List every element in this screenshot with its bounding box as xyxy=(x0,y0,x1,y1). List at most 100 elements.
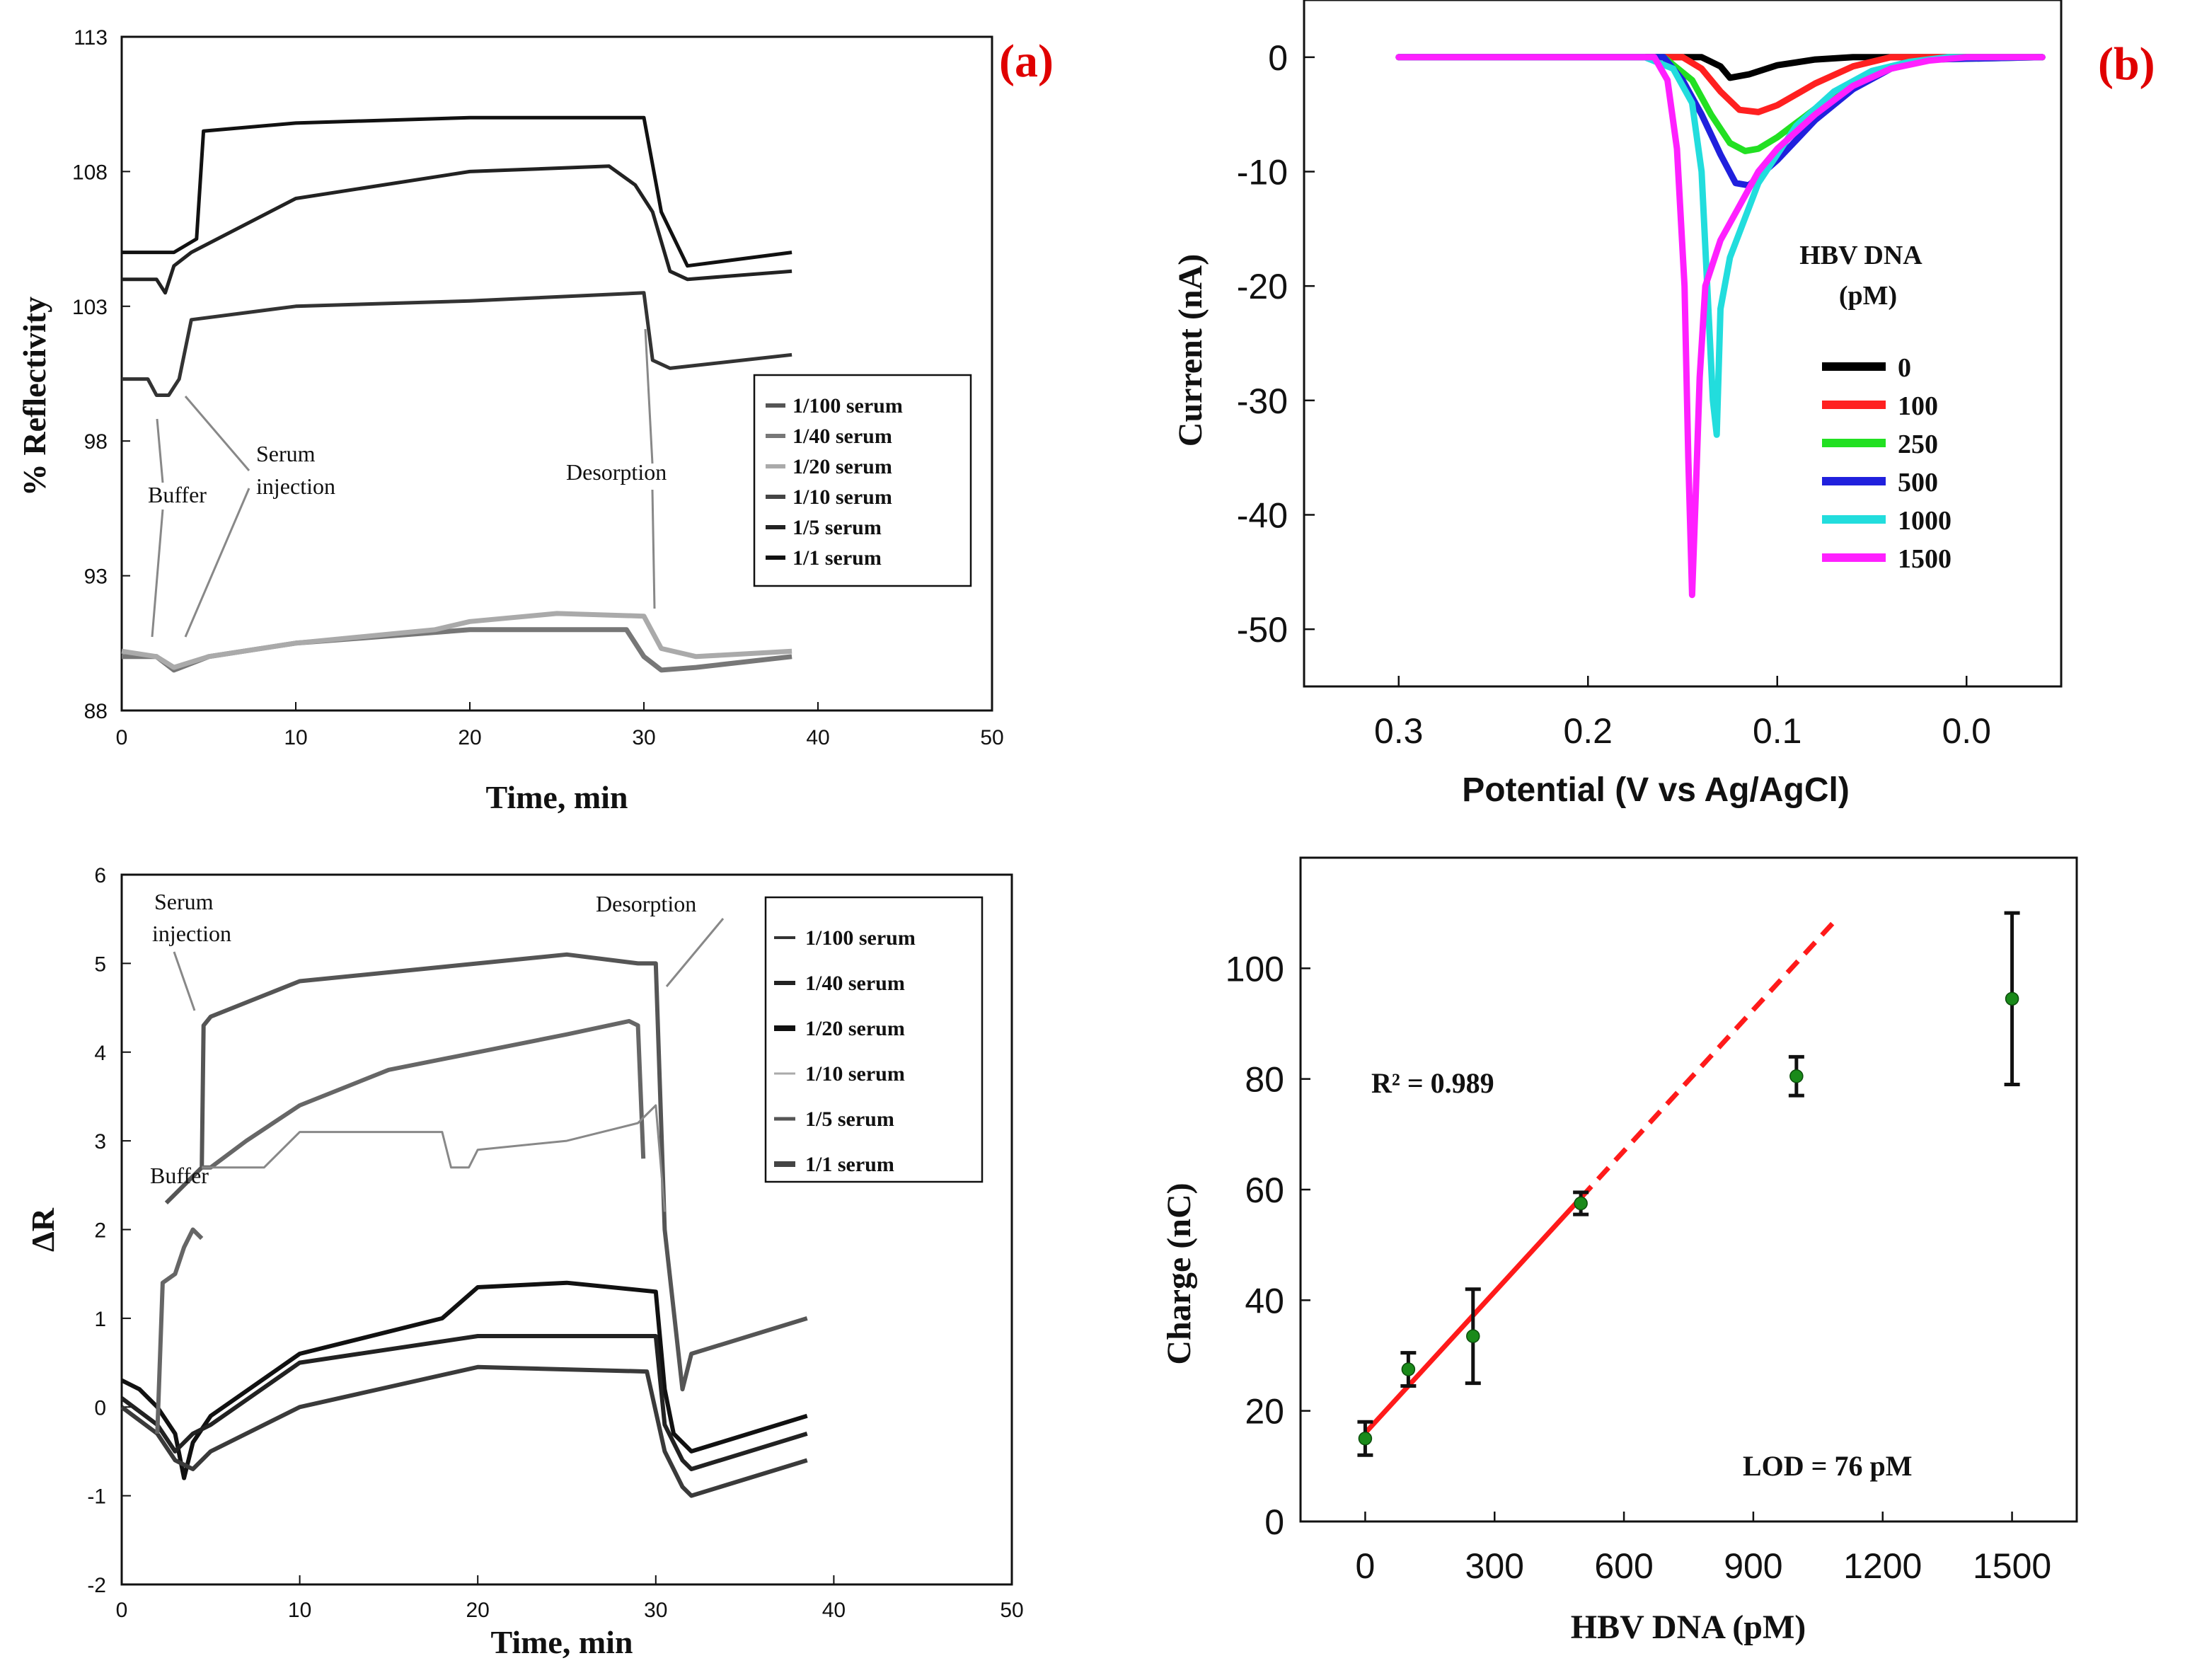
legend-label: 1/10 serum xyxy=(805,1062,905,1086)
x-axis-label: HBV DNA (pM) xyxy=(1571,1609,1806,1646)
chart-a-bottom: 0 10 20 30 40 50 -2 -1 0 1 2 3 4 5 6 Time, min ΔR Seru… xyxy=(25,864,1024,1660)
x-tick-label: 30 xyxy=(632,726,655,749)
panel-label-a: (a) xyxy=(999,35,1054,87)
data-point xyxy=(1789,1069,1804,1083)
x-tick-label: 50 xyxy=(1000,1599,1023,1622)
fit-line-dashed xyxy=(1579,919,1838,1200)
annotation-r2: R² = 0.989 xyxy=(1371,1067,1494,1099)
series-line xyxy=(155,1227,204,1434)
legend-label: 1500 xyxy=(1898,544,1951,574)
plot-frame xyxy=(120,35,993,712)
annotation-pointer xyxy=(151,328,656,638)
annotation-serum: Serum xyxy=(154,889,214,914)
series-line xyxy=(202,1104,666,1212)
data-point xyxy=(1358,1432,1373,1446)
series-line xyxy=(202,1018,646,1170)
legend-label: 1/5 serum xyxy=(792,516,882,539)
x-axis-label: Potential (V vs Ag/AgCl) xyxy=(1462,771,1850,809)
series-line xyxy=(1395,54,2046,81)
series-line xyxy=(122,164,792,295)
legend-label: 0 xyxy=(1898,353,1911,383)
tick-group: 0.3 0.2 0.1 0.0 0 -10 -20 -30 -40 -50 xyxy=(1237,38,1991,751)
x-axis-label: Time, min xyxy=(490,1624,633,1660)
y-tick-label: 108 xyxy=(72,161,108,184)
legend-label: 1/100 serum xyxy=(792,394,903,418)
x-tick-label: 10 xyxy=(284,726,307,749)
y-axis-label: % Reflectivity xyxy=(16,297,52,496)
annotation-buffer: Buffer xyxy=(150,1163,209,1188)
x-tick-label: 50 xyxy=(980,726,1003,749)
series-line xyxy=(1395,54,2046,115)
y-tick-label: 0 xyxy=(1264,1502,1284,1542)
legend-label: 100 xyxy=(1898,391,1938,421)
x-tick-label: 10 xyxy=(288,1599,311,1622)
legend-items: 0 100 250 500 1000 1500 xyxy=(1822,353,1951,574)
series-group xyxy=(121,115,792,673)
y-tick-label: -40 xyxy=(1237,496,1288,536)
chart-b-top: 0.3 0.2 0.1 0.0 0 -10 -20 -30 -40 -50 Potential (… xyxy=(1172,0,2155,809)
x-tick-label: 600 xyxy=(1594,1546,1653,1586)
y-tick-label: 93 xyxy=(84,565,108,589)
y-tick-label: 80 xyxy=(1245,1060,1284,1100)
y-tick-label: 0 xyxy=(1268,38,1288,78)
annotation-desorption: Desorption xyxy=(596,891,696,916)
y-tick-label: -10 xyxy=(1237,153,1288,192)
legend-box xyxy=(753,374,972,587)
x-tick-label: 30 xyxy=(644,1599,667,1622)
x-tick-label: 1200 xyxy=(1843,1546,1922,1586)
x-tick-label: 900 xyxy=(1724,1546,1782,1586)
x-tick-label: 0 xyxy=(116,1599,128,1622)
series-line xyxy=(120,1364,808,1498)
x-tick-label: 0 xyxy=(1356,1546,1376,1586)
x-tick-label: 1500 xyxy=(1973,1546,2051,1586)
legend-items: 1/100 serum 1/40 serum 1/20 serum 1/10 seru… xyxy=(766,394,903,570)
legend-label: 1/100 serum xyxy=(805,926,916,950)
data-point xyxy=(2005,991,2019,1006)
data-point xyxy=(1401,1362,1416,1376)
annotation-injection: injection xyxy=(256,473,335,499)
annotation-lod: LOD = 76 pM xyxy=(1743,1450,1912,1482)
y-tick-label: -2 xyxy=(87,1574,106,1597)
x-axis-label: Time, min xyxy=(485,779,628,815)
x-tick-label: 0.2 xyxy=(1563,711,1613,751)
legend-label: 1/20 serum xyxy=(792,455,892,478)
x-tick-label: 40 xyxy=(822,1599,846,1622)
y-tick-label: 100 xyxy=(1226,949,1284,989)
y-tick-label: -1 xyxy=(87,1485,106,1509)
tick-group: 0 300 600 900 1200 1500 0 20 40 60 80 100 xyxy=(1226,949,2052,1586)
y-tick-label: 1 xyxy=(94,1308,106,1331)
series-line xyxy=(1395,54,2046,438)
legend-label: 1/40 serum xyxy=(792,425,892,448)
annotation-pointer xyxy=(173,918,725,1011)
y-tick-label: 20 xyxy=(1245,1392,1284,1432)
y-tick-label: 103 xyxy=(72,296,108,319)
y-tick-label: 5 xyxy=(94,953,106,976)
panel-label-b: (b) xyxy=(2098,38,2155,90)
x-tick-label: 0 xyxy=(116,726,128,749)
y-tick-label: 98 xyxy=(84,430,108,454)
y-tick-label: 60 xyxy=(1245,1170,1284,1210)
annotation-desorption: Desorption xyxy=(566,459,667,485)
tick-group: 0 10 20 30 40 50 88 93 98 103 108 113 xyxy=(72,26,1004,749)
series-line xyxy=(120,1280,808,1480)
series-line xyxy=(1395,54,2046,599)
legend: 1/100 serum 1/40 serum 1/20 serum 1/10 seru… xyxy=(753,374,972,587)
y-tick-label: 88 xyxy=(84,700,108,723)
legend-label: 1/1 serum xyxy=(805,1153,894,1176)
y-tick-label: 4 xyxy=(94,1042,106,1065)
data-point xyxy=(1466,1329,1480,1343)
y-tick-label: 0 xyxy=(94,1396,106,1420)
series-line xyxy=(164,952,808,1392)
legend-label: 1000 xyxy=(1898,506,1951,536)
tick-group: 0 10 20 30 40 50 -2 -1 0 1 2 3 4 5 6 xyxy=(87,864,1023,1622)
series-group xyxy=(120,952,808,1498)
annotation-buffer: Buffer xyxy=(148,482,207,507)
x-tick-label: 0.3 xyxy=(1374,711,1424,751)
annotation-serum: Serum xyxy=(256,441,316,466)
legend-label: 1/1 serum xyxy=(792,546,882,570)
series-line xyxy=(122,291,792,397)
plot-frame xyxy=(1299,856,2078,1523)
series-line xyxy=(122,115,792,268)
legend-title: (pM) xyxy=(1839,281,1897,311)
